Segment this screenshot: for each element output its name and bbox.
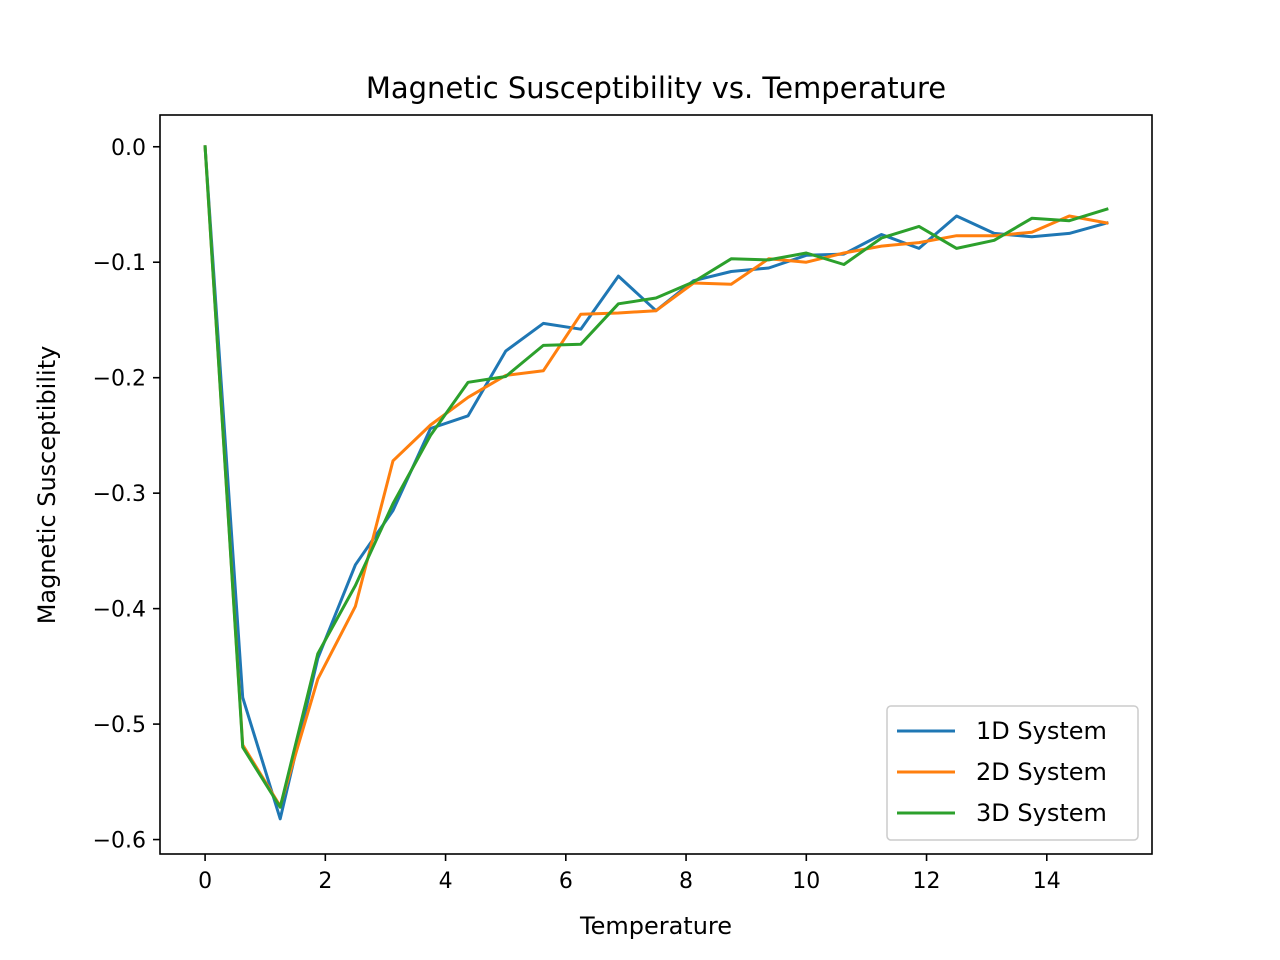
plot-frame <box>159 114 1153 855</box>
x-tick-label: 6 <box>559 869 573 894</box>
legend-label-1: 1D System <box>976 717 1107 745</box>
series-line-2 <box>203 145 1109 808</box>
x-tick-label: 2 <box>318 869 332 894</box>
x-tick-label: 4 <box>439 869 453 894</box>
legend: 1D System 2D System 3D System <box>886 705 1139 841</box>
x-axis: 0 2 4 6 8 10 12 14 <box>198 854 1061 894</box>
x-tick-label: 10 <box>792 869 820 894</box>
legend-frame <box>886 705 1139 841</box>
y-tick-label: −0.4 <box>93 598 146 623</box>
y-axis-title: Magnetic Susceptibility <box>33 346 61 625</box>
y-tick-label: −0.3 <box>93 482 146 507</box>
y-tick-label: −0.2 <box>93 367 146 392</box>
y-tick-label: −0.6 <box>93 829 146 854</box>
x-tick-label: 14 <box>1033 869 1061 894</box>
x-axis-title: Temperature <box>579 912 732 940</box>
chart-title: Magnetic Susceptibility vs. Temperature <box>366 71 946 105</box>
y-tick-label: 0.0 <box>111 136 146 161</box>
y-tick-label: −0.5 <box>93 713 146 738</box>
series-line-3 <box>203 145 1109 809</box>
x-tick-label: 0 <box>198 869 212 894</box>
legend-label-3: 3D System <box>976 799 1107 827</box>
y-tick-label: −0.1 <box>93 251 146 276</box>
plot-lines <box>203 145 1109 821</box>
x-tick-label: 12 <box>913 869 941 894</box>
legend-label-2: 2D System <box>976 758 1107 786</box>
x-tick-label: 8 <box>679 869 693 894</box>
y-axis: 0.0 −0.1 −0.2 −0.3 −0.4 −0.5 −0.6 <box>93 136 160 854</box>
